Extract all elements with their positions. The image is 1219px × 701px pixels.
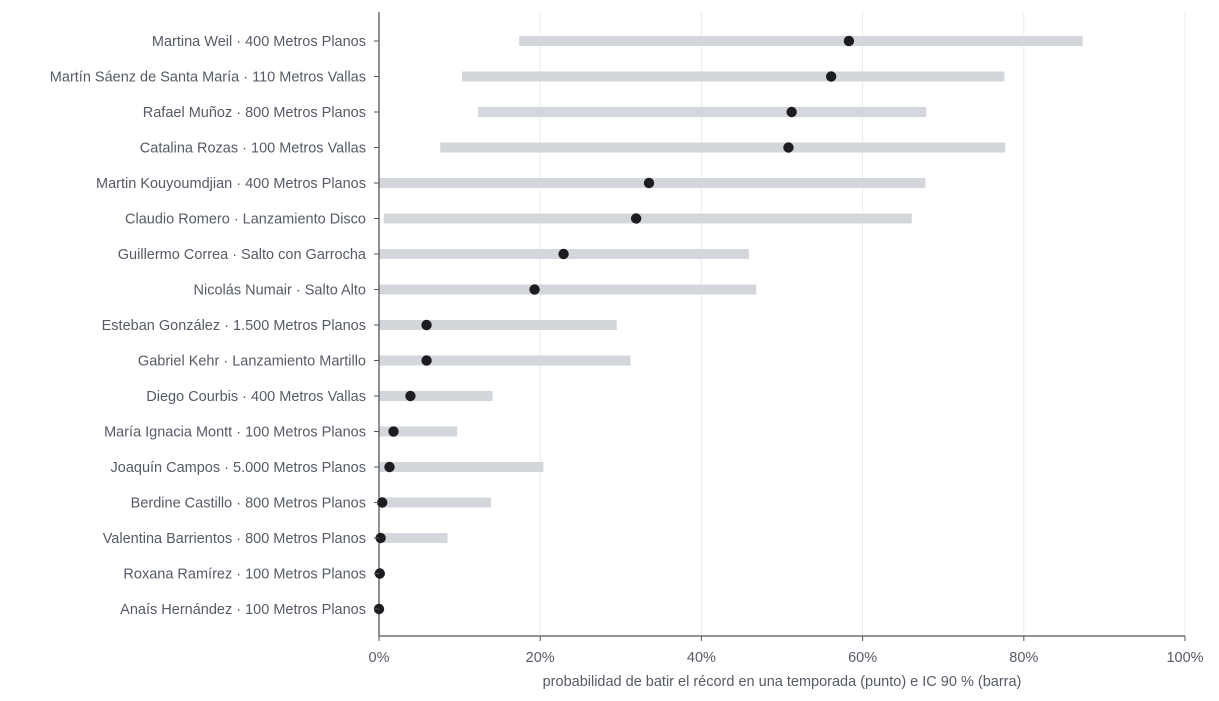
category-label: Berdine Castillo · 800 Metros Planos bbox=[131, 496, 366, 512]
category-label: Guillermo Correa · Salto con Garrocha bbox=[118, 247, 367, 263]
interval-bar bbox=[519, 36, 1083, 46]
category-label: Valentina Barrientos · 800 Metros Planos bbox=[103, 531, 366, 547]
interval-bar bbox=[379, 284, 757, 295]
category-label: Joaquín Campos · 5.000 Metros Planos bbox=[111, 460, 367, 476]
category-label: María Ignacia Montt · 100 Metros Planos bbox=[104, 425, 366, 441]
category-label: Anaís Hernández · 100 Metros Planos bbox=[120, 602, 366, 618]
interval-bar bbox=[379, 320, 617, 330]
category-label: Martin Kouyoumdjian · 400 Metros Planos bbox=[96, 176, 366, 192]
x-tick-label: 40% bbox=[687, 650, 716, 666]
category-label: Martina Weil · 400 Metros Planos bbox=[152, 34, 366, 50]
estimate-point bbox=[783, 142, 794, 153]
estimate-point bbox=[630, 213, 642, 224]
estimate-point bbox=[377, 497, 388, 508]
interval-bar bbox=[379, 533, 448, 543]
interval-bar bbox=[379, 391, 493, 401]
category-label: Claudio Romero · Lanzamiento Disco bbox=[125, 212, 366, 228]
gridlines bbox=[539, 12, 1186, 636]
x-tick-label: 100% bbox=[1166, 650, 1203, 666]
interval-bar bbox=[462, 71, 1005, 82]
estimate-points bbox=[373, 35, 855, 615]
x-tick-label: 60% bbox=[848, 650, 877, 666]
x-axis-ticks: 0% 20% 40% 60% 80% 100% bbox=[369, 636, 1204, 666]
estimate-point bbox=[786, 106, 797, 118]
category-label: Martín Sáenz de Santa María · 110 Metros… bbox=[50, 70, 366, 86]
category-labels: Martina Weil · 400 Metros Planos Martín S… bbox=[50, 34, 379, 618]
estimate-point bbox=[384, 461, 395, 473]
category-label: Diego Courbis · 400 Metros Vallas bbox=[146, 389, 366, 405]
estimate-point bbox=[843, 35, 855, 47]
interval-bar bbox=[379, 426, 458, 437]
category-label: Catalina Rozas · 100 Metros Vallas bbox=[140, 141, 366, 157]
interval-bar bbox=[478, 107, 927, 117]
category-label: Nicolás Numair · Salto Alto bbox=[194, 283, 366, 299]
x-axis-title: probabilidad de batir el récord en una t… bbox=[543, 674, 1022, 690]
estimate-point bbox=[529, 284, 540, 295]
interval-bar bbox=[379, 497, 492, 508]
x-tick-label: 20% bbox=[526, 650, 555, 666]
category-label: Roxana Ramírez · 100 Metros Planos bbox=[123, 567, 366, 583]
category-label: Gabriel Kehr · Lanzamiento Martillo bbox=[138, 354, 366, 370]
estimate-point bbox=[421, 319, 432, 331]
interval-bar bbox=[440, 142, 1006, 153]
estimate-point bbox=[421, 355, 432, 366]
interval-bars bbox=[379, 36, 1083, 543]
estimate-point bbox=[374, 568, 386, 579]
category-label: Esteban González · 1.500 Metros Planos bbox=[102, 318, 366, 334]
interval-bar bbox=[383, 213, 912, 224]
interval-bar bbox=[379, 462, 544, 472]
x-tick-label: 80% bbox=[1009, 650, 1038, 666]
estimate-point bbox=[643, 177, 655, 189]
category-label: Rafael Muñoz · 800 Metros Planos bbox=[143, 105, 366, 121]
estimate-point bbox=[375, 532, 386, 544]
interval-bar bbox=[379, 355, 631, 366]
x-tick-label: 0% bbox=[369, 650, 390, 666]
estimate-point bbox=[405, 390, 416, 402]
estimate-point bbox=[825, 71, 837, 82]
axes bbox=[378, 12, 1185, 637]
estimate-point bbox=[558, 248, 569, 260]
estimate-point bbox=[388, 426, 399, 437]
